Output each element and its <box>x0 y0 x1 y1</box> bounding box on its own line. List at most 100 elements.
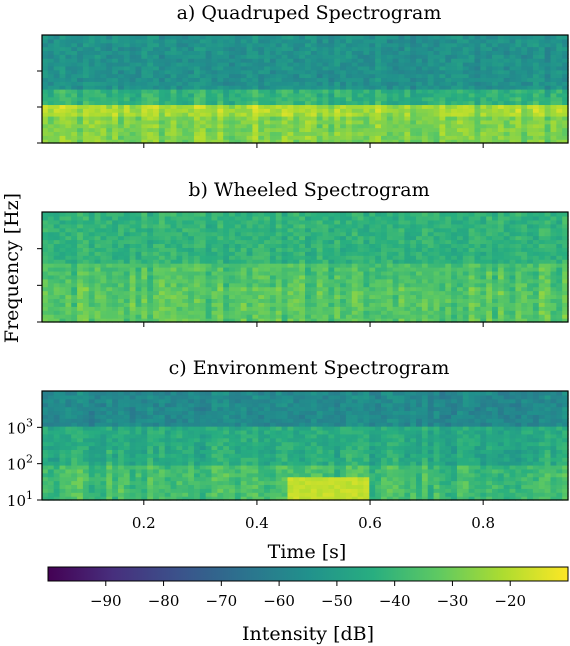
heatmap-cell <box>462 108 470 113</box>
heatmap-cell <box>164 139 172 144</box>
heatmap-cell <box>258 131 265 136</box>
heatmap-cell <box>153 127 160 133</box>
heatmap-cell <box>398 294 405 300</box>
heatmap-cell <box>351 42 359 48</box>
heatmap-cell <box>106 85 113 90</box>
heatmap-cell <box>269 255 277 260</box>
heatmap-cell <box>386 92 394 98</box>
heatmap-cell <box>421 92 429 98</box>
panel-a-frame <box>41 34 569 144</box>
heatmap-cell <box>123 139 131 144</box>
heatmap-cell <box>71 302 78 307</box>
heatmap-cell <box>486 104 493 109</box>
heatmap-cell <box>258 286 265 292</box>
heatmap-cell <box>328 267 335 272</box>
heatmap-cell <box>521 255 528 260</box>
heatmap-cell <box>269 123 277 129</box>
heatmap-cell <box>234 290 242 296</box>
heatmap-cell <box>293 243 300 248</box>
heatmap-cell <box>193 306 201 311</box>
heatmap-cell <box>82 96 90 102</box>
heatmap-cell <box>486 85 493 90</box>
heatmap-cell <box>334 81 341 86</box>
heatmap-cell <box>287 127 294 133</box>
heatmap-cell <box>369 243 376 248</box>
heatmap-cell <box>562 270 569 276</box>
heatmap-cell <box>158 38 166 44</box>
heatmap-cell <box>433 306 441 311</box>
heatmap-cell <box>82 92 90 98</box>
heatmap-cell <box>129 116 137 121</box>
heatmap-cell <box>117 282 125 288</box>
heatmap-cell <box>71 77 78 82</box>
heatmap-cell <box>456 243 464 248</box>
heatmap-cell <box>410 50 417 55</box>
heatmap-cell <box>544 69 552 75</box>
heatmap-cell <box>521 227 528 233</box>
heatmap-cell <box>503 239 511 245</box>
heatmap-cell <box>94 69 102 75</box>
heatmap-cell <box>217 278 224 284</box>
heatmap-cell <box>416 294 423 300</box>
heatmap-cell <box>158 314 166 319</box>
heatmap-cell <box>305 239 312 245</box>
heatmap-cell <box>117 239 125 245</box>
heatmap-cell <box>199 92 207 98</box>
heatmap-cell <box>106 127 113 133</box>
heatmap-cell <box>380 298 388 303</box>
heatmap-cell <box>316 35 324 40</box>
heatmap-cell <box>199 116 207 121</box>
heatmap-cell <box>550 42 557 48</box>
heatmap-cell <box>100 89 107 94</box>
heatmap-cell <box>269 38 277 44</box>
heatmap-cell <box>94 92 102 98</box>
heatmap-cell <box>100 50 107 55</box>
heatmap-cell <box>380 294 388 300</box>
heatmap-cell <box>433 131 441 136</box>
heatmap-cell <box>217 42 224 48</box>
heatmap-cell <box>492 50 499 55</box>
heatmap-cell <box>123 239 131 245</box>
heatmap-cell <box>410 243 417 248</box>
heatmap-cell <box>88 314 96 319</box>
heatmap-cell <box>497 127 505 133</box>
heatmap-cell <box>264 235 271 241</box>
heatmap-cell <box>158 112 166 117</box>
heatmap-cell <box>380 131 388 136</box>
heatmap-cell <box>246 89 253 94</box>
heatmap-cell <box>480 274 487 280</box>
heatmap-cell <box>351 282 359 288</box>
heatmap-cell <box>287 81 294 86</box>
heatmap-cell <box>199 318 207 323</box>
heatmap-cell <box>65 69 72 75</box>
heatmap-cell <box>153 123 160 129</box>
heatmap-cell <box>240 243 248 248</box>
heatmap-cell <box>392 127 400 133</box>
heatmap-cell <box>123 270 131 276</box>
heatmap-cell <box>305 112 312 117</box>
heatmap-cell <box>445 310 452 315</box>
heatmap-cell <box>229 259 236 264</box>
heatmap-cell <box>310 35 318 40</box>
heatmap-cell <box>182 81 189 86</box>
heatmap-cell <box>252 223 259 229</box>
heatmap-cell <box>135 298 142 303</box>
heatmap-cell <box>386 127 394 133</box>
heatmap-cell <box>532 38 540 44</box>
heatmap-cell <box>427 89 435 94</box>
heatmap-cell <box>205 58 213 63</box>
heatmap-cell <box>503 274 511 280</box>
heatmap-cell <box>229 286 236 292</box>
heatmap-cell <box>153 73 160 79</box>
heatmap-cell <box>77 255 84 260</box>
heatmap-cell <box>357 310 365 315</box>
heatmap-cell <box>65 255 72 260</box>
heatmap-cell <box>328 42 335 48</box>
heatmap-cell <box>456 231 464 237</box>
heatmap-cell <box>340 247 347 252</box>
heatmap-cell <box>392 310 400 315</box>
heatmap-cell <box>229 135 236 140</box>
heatmap-cell <box>445 259 452 264</box>
heatmap-cell <box>345 139 353 144</box>
heatmap-cell <box>264 314 271 319</box>
